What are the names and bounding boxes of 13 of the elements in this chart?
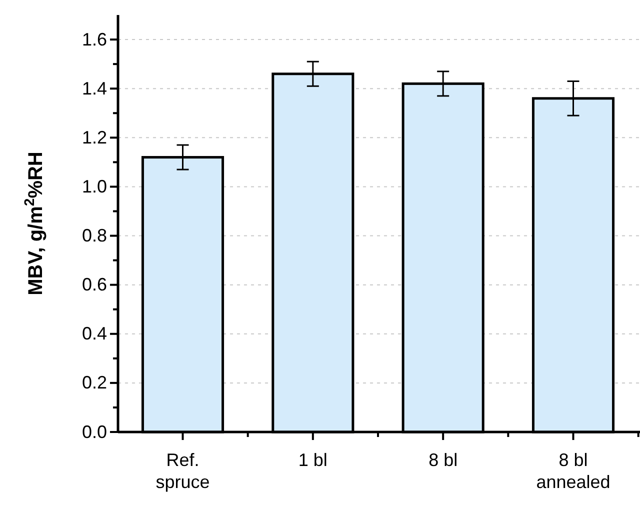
y-tick-label: 0.2 (82, 372, 107, 393)
y-tick-label: 0.8 (82, 226, 107, 246)
y-tick-label: 0.6 (82, 274, 107, 295)
y-tick-label: 1.4 (82, 78, 107, 98)
y-tick-label: 1.2 (82, 127, 107, 148)
y-tick-label: 1.0 (82, 176, 107, 196)
x-tick-label: Ref. spruce (156, 450, 210, 492)
x-tick-label: 1 bl (298, 450, 328, 470)
y-tick-label: 0.4 (82, 324, 107, 344)
x-tick-label: 8 bl annealed (536, 450, 610, 492)
y-tick-label: 1.6 (82, 29, 107, 50)
x-tick-label: 8 bl (428, 450, 458, 470)
y-tick-label: 0.0 (82, 422, 107, 442)
